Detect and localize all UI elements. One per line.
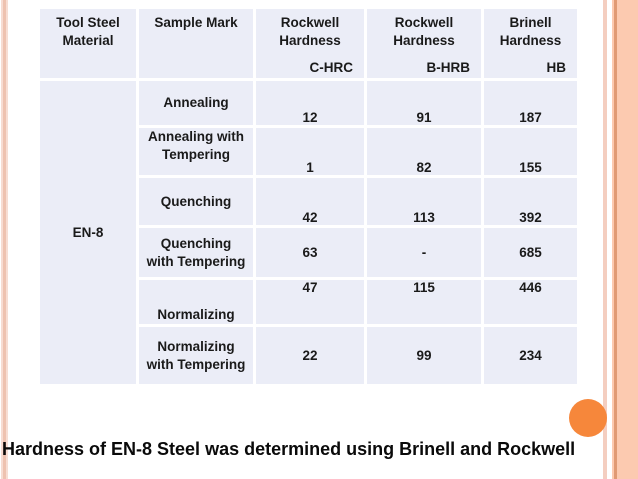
hb-cell: 685 bbox=[481, 225, 580, 280]
header-title: Sample Mark bbox=[154, 15, 238, 30]
right-edge-stripe bbox=[603, 0, 607, 479]
table-row: Quenching 42 113 392 bbox=[39, 175, 580, 228]
caption: Hardness of EN-8 Steel was determined us… bbox=[2, 439, 576, 459]
header-sub-hb: HB bbox=[546, 60, 567, 75]
left-stripe-light-2 bbox=[6, 0, 8, 479]
c-hrc-cell: 63 bbox=[253, 225, 367, 280]
header-sample-mark: Sample Mark bbox=[136, 6, 256, 81]
table-row: Normalizing 47 115 446 bbox=[39, 277, 580, 327]
c-hrc-cell: 12 bbox=[253, 78, 367, 128]
sample-mark-cell: Quenching with Tempering bbox=[136, 225, 256, 280]
c-hrc-cell: 47 bbox=[253, 277, 367, 327]
sample-mark-cell: Normalizing with Tempering bbox=[136, 324, 256, 387]
table-header-row: Tool Steel Material Sample Mark Rockwell… bbox=[37, 6, 580, 81]
header-tool-steel-material: Tool Steel Material bbox=[37, 6, 139, 81]
b-hrb-cell: 82 bbox=[364, 125, 484, 178]
material-cell: EN-8 bbox=[37, 78, 139, 387]
table-row: Annealing with Tempering 1 82 155 bbox=[39, 125, 580, 178]
side-panel-accent-line bbox=[614, 0, 617, 479]
c-hrc-cell: 42 bbox=[253, 175, 367, 228]
left-stripe-light bbox=[1, 0, 3, 479]
header-sub-c-hrc: C-HRC bbox=[309, 60, 354, 75]
hb-cell: 392 bbox=[481, 175, 580, 228]
b-hrb-cell: 99 bbox=[364, 324, 484, 387]
header-sub-b-hrb: B-HRB bbox=[426, 60, 471, 75]
sample-mark-cell: Normalizing bbox=[136, 277, 256, 327]
left-edge-stripe bbox=[1, 0, 8, 479]
b-hrb-cell: - bbox=[364, 225, 484, 280]
b-hrb-cell: 91 bbox=[364, 78, 484, 128]
c-hrc-cell: 1 bbox=[253, 125, 367, 178]
header-rockwell-b: Rockwell Hardness B-HRB bbox=[364, 6, 484, 81]
header-rockwell-c: Rockwell Hardness C-HRC bbox=[253, 6, 367, 81]
hb-cell: 446 bbox=[481, 277, 580, 327]
header-title: Brinell Hardness bbox=[499, 15, 562, 49]
sample-mark-cell: Annealing with Tempering bbox=[136, 125, 256, 178]
orange-circle-decoration bbox=[569, 399, 607, 437]
b-hrb-cell: 115 bbox=[364, 277, 484, 327]
sample-mark-cell: Annealing bbox=[136, 78, 256, 128]
header-brinell: Brinell Hardness HB bbox=[481, 6, 580, 81]
right-side-panel bbox=[612, 0, 638, 479]
b-hrb-cell: 113 bbox=[364, 175, 484, 228]
header-title: Rockwell Hardness bbox=[393, 15, 455, 49]
header-title: Tool Steel Material bbox=[56, 15, 120, 49]
hb-cell: 155 bbox=[481, 125, 580, 178]
hb-cell: 187 bbox=[481, 78, 580, 128]
left-stripe-salmon bbox=[3, 0, 6, 479]
table-row: EN-8 Annealing 12 91 187 bbox=[37, 78, 580, 387]
hardness-table: Tool Steel Material Sample Mark Rockwell… bbox=[37, 6, 580, 387]
sample-mark-cell: Quenching bbox=[136, 175, 256, 228]
header-title: Rockwell Hardness bbox=[279, 15, 341, 49]
c-hrc-cell: 22 bbox=[253, 324, 367, 387]
hb-cell: 234 bbox=[481, 324, 580, 387]
table-row: Normalizing with Tempering 22 99 234 bbox=[39, 324, 580, 387]
table-row: Quenching with Tempering 63 - 685 bbox=[39, 225, 580, 280]
